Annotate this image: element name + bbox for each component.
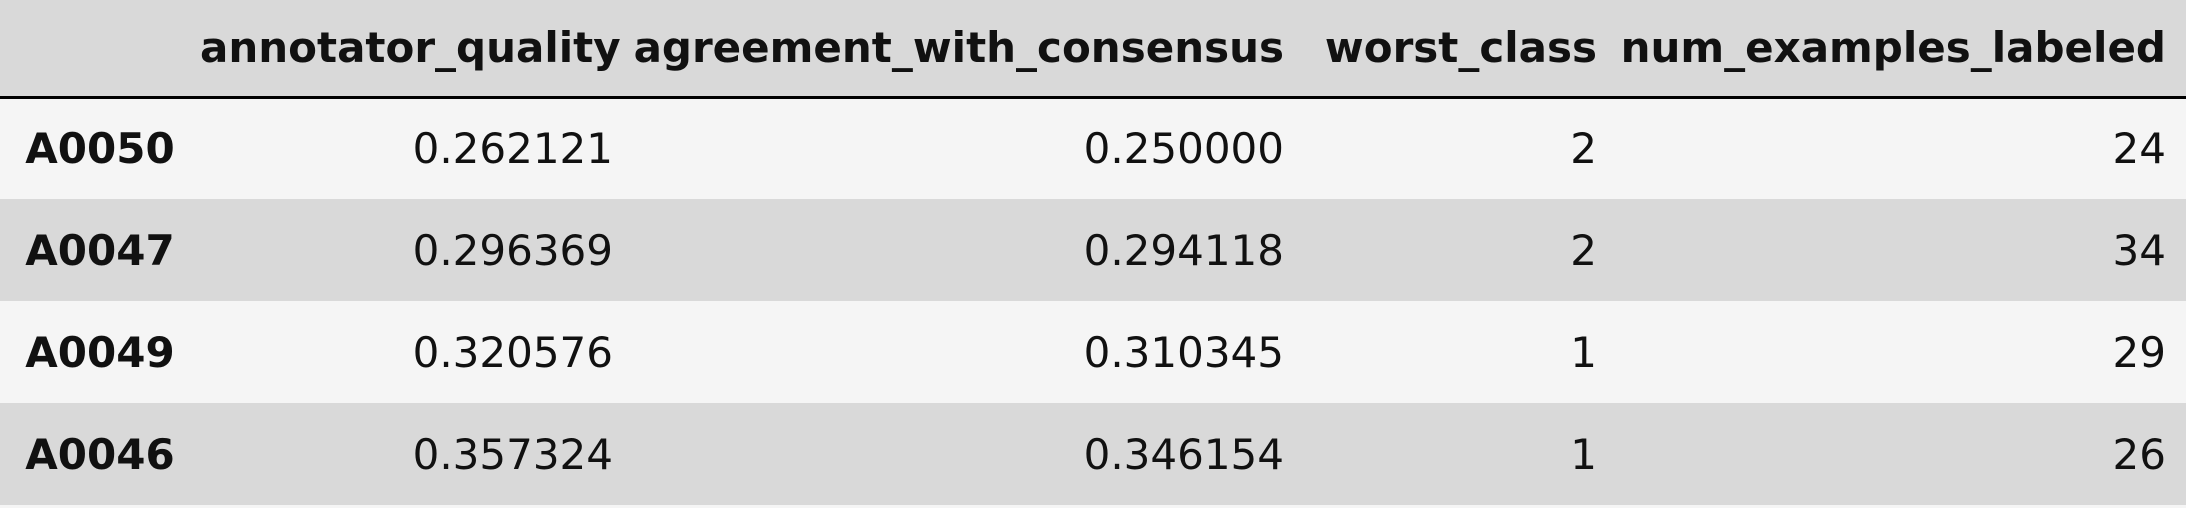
- table-cell: 0.296369: [412, 225, 613, 275]
- table-cell: 1: [1570, 327, 1597, 377]
- row-index: A0050: [25, 124, 175, 174]
- header-row: annotator_quality agreement_with_consensu…: [0, 0, 2186, 99]
- table-cell: 0.262121: [412, 124, 613, 174]
- table-body: A0050 0.262121 0.250000 2 24 A0047 0.296369 0.2…: [0, 97, 2186, 505]
- table-cell: 0.310345: [1083, 327, 1284, 377]
- index-header: [0, 0, 200, 99]
- table-header: annotator_quality agreement_with_consensu…: [0, 0, 2186, 99]
- table-cell: 24: [2112, 124, 2166, 174]
- table-cell: 0.320576: [412, 327, 613, 377]
- table-cell: 2: [1570, 124, 1597, 174]
- table-cell: 0.346154: [1083, 429, 1284, 479]
- table-row: A0049 0.320576 0.310345 1 29: [0, 301, 2186, 403]
- table-cell: 0.357324: [412, 429, 613, 479]
- table-row: A0046 0.357324 0.346154 1 26: [0, 403, 2186, 505]
- table-cell: 1: [1570, 429, 1597, 479]
- row-index: A0047: [25, 225, 175, 275]
- table-row: A0047 0.296369 0.294118 2 34: [0, 199, 2186, 301]
- row-index: A0046: [25, 429, 175, 479]
- row-index: A0049: [25, 327, 175, 377]
- column-header: annotator_quality: [200, 0, 633, 99]
- table-cell: 26: [2112, 429, 2166, 479]
- table-row: A0050 0.262121 0.250000 2 24: [0, 97, 2186, 199]
- table-cell: 2: [1570, 225, 1597, 275]
- column-header: worst_class: [1304, 0, 1617, 99]
- table-cell: 0.250000: [1083, 124, 1284, 174]
- table-cell: 29: [2112, 327, 2166, 377]
- table-cell: 34: [2112, 225, 2166, 275]
- table-cell: 0.294118: [1083, 225, 1284, 275]
- column-header: agreement_with_consensus: [633, 0, 1304, 99]
- column-header: num_examples_labeled: [1617, 0, 2186, 99]
